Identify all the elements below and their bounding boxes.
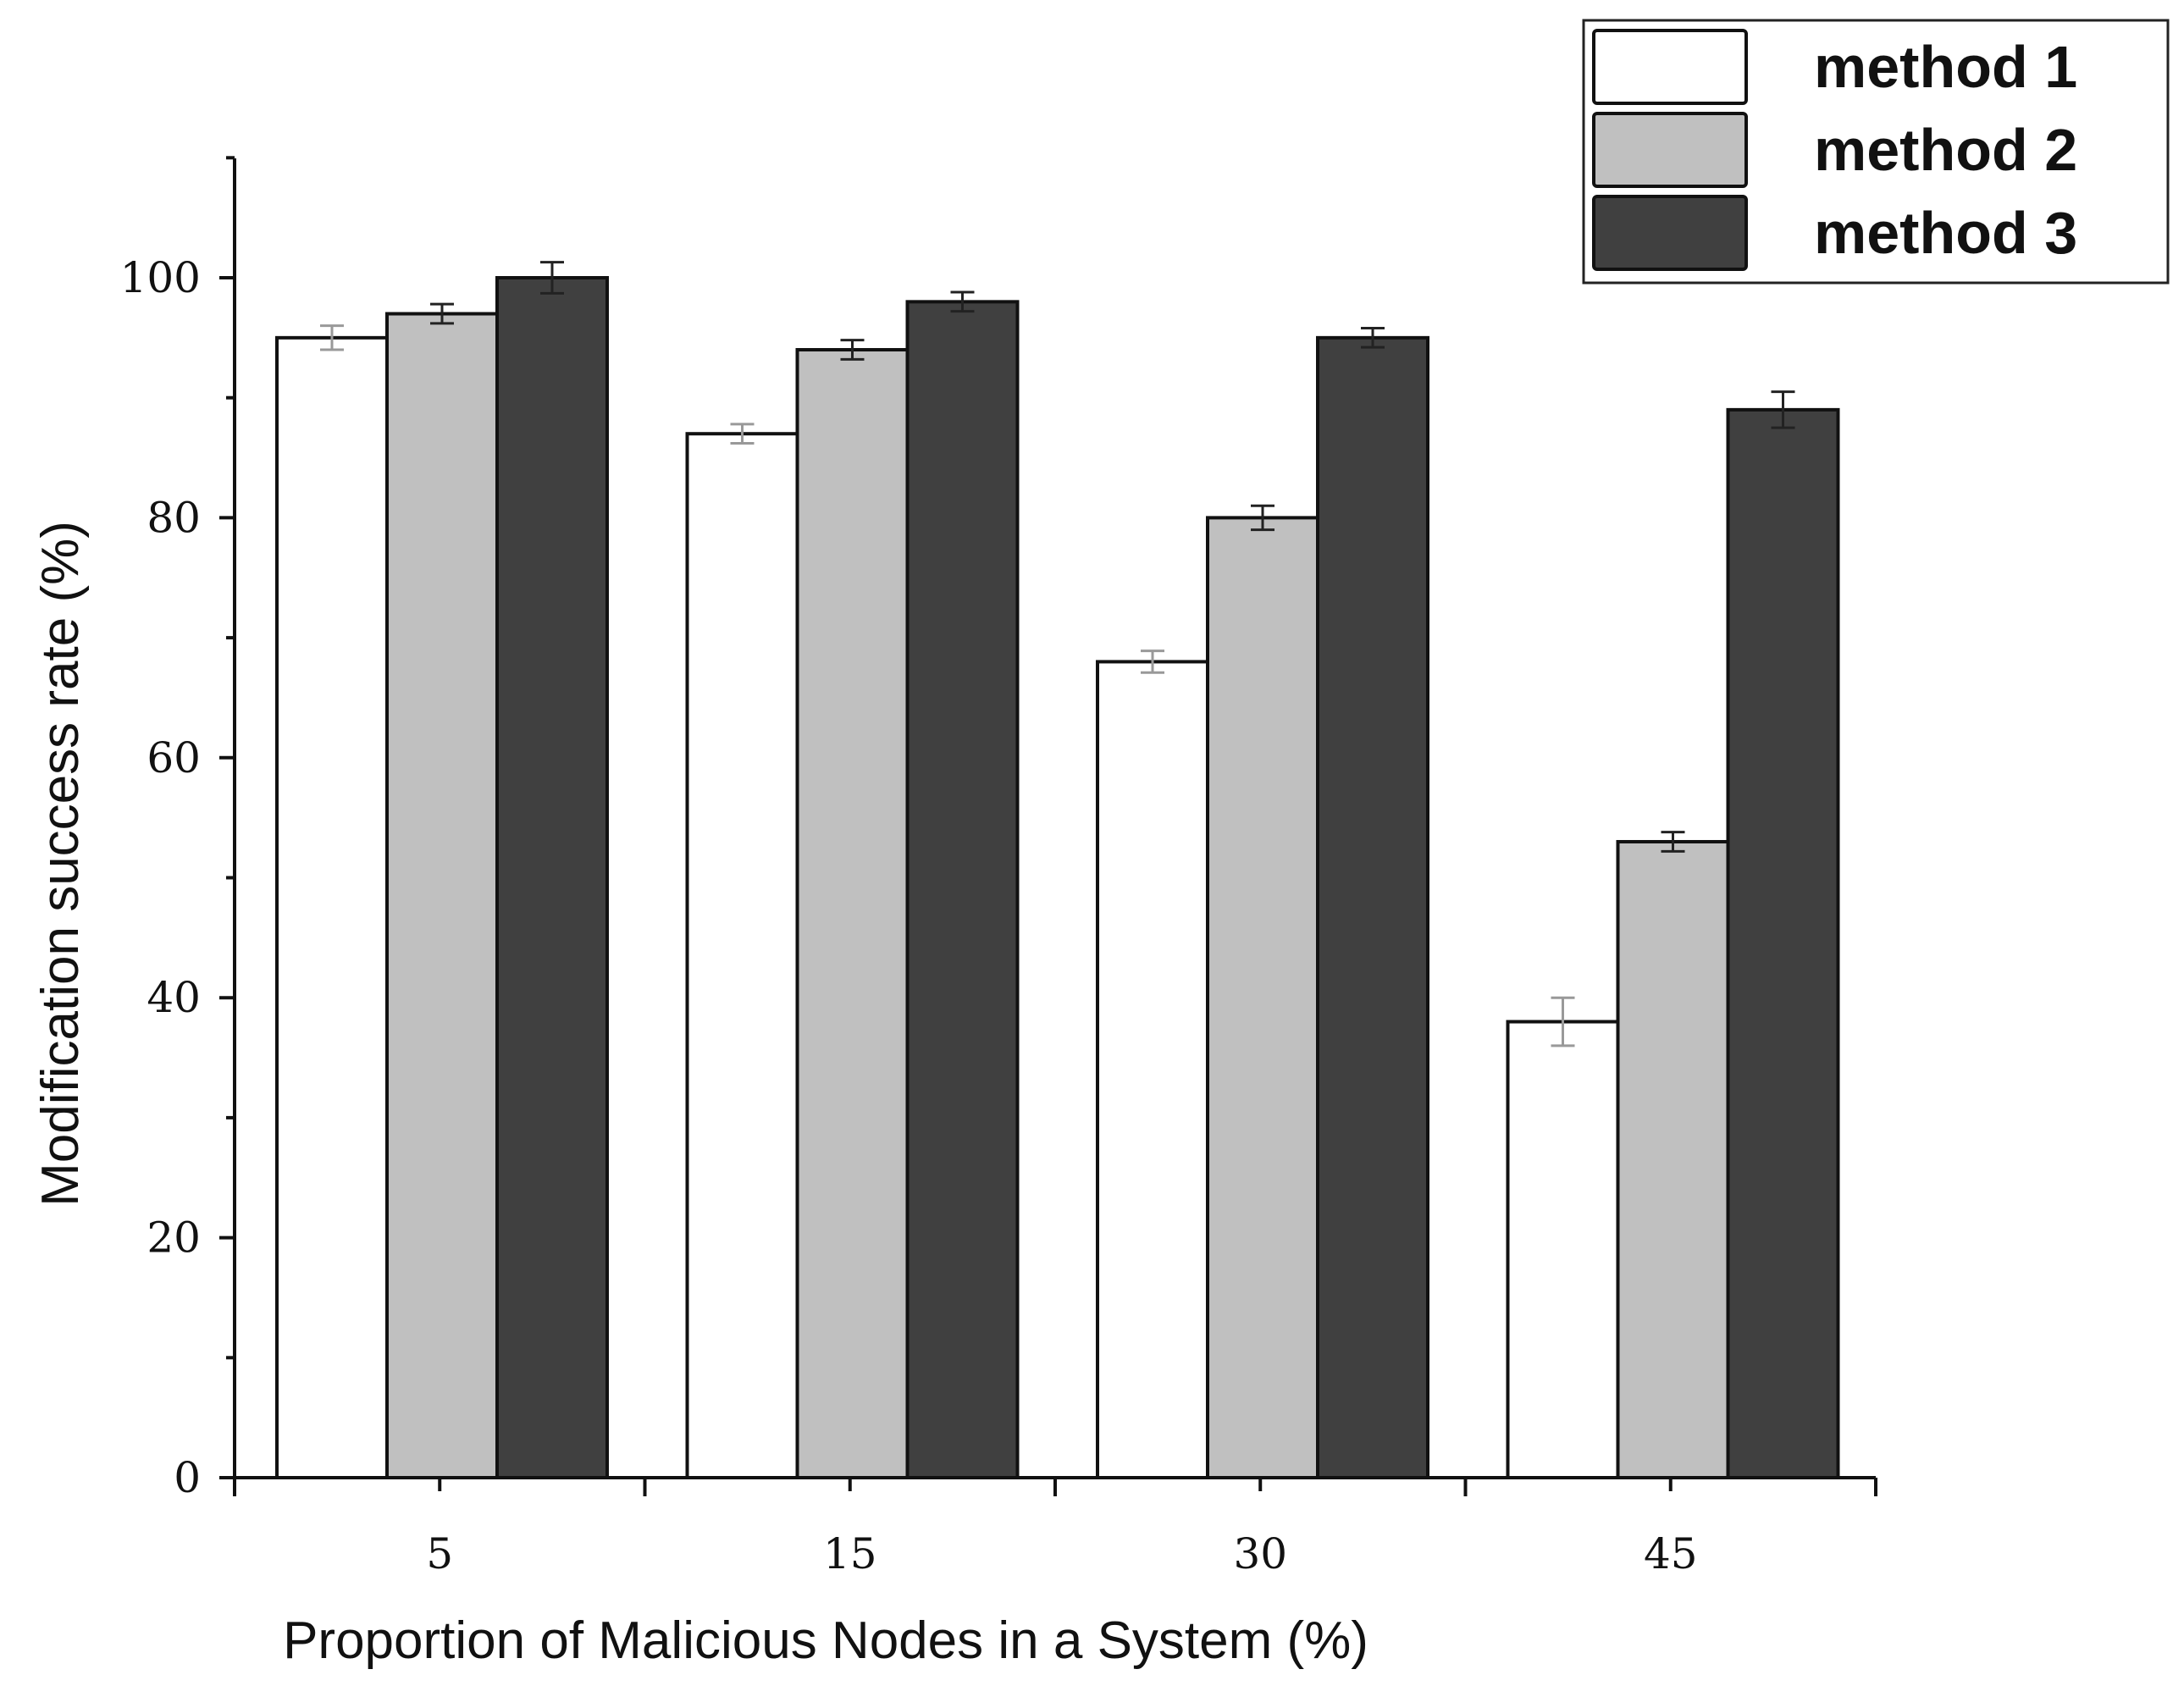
x-tick-label: 30 — [1233, 1529, 1287, 1578]
bar-method-2-30 — [1206, 516, 1319, 1479]
bar-method-3-15 — [905, 300, 1020, 1480]
bars-layer — [275, 261, 1840, 1480]
x-tick-label: 5 — [426, 1529, 453, 1578]
bar-method-3-45 — [1726, 407, 1840, 1479]
y-tick-label: 60 — [147, 733, 201, 782]
legend-label: method 2 — [1814, 117, 2077, 183]
legend-swatch-method-2 — [1592, 112, 1748, 188]
legend-swatch-method-3 — [1592, 195, 1748, 271]
bar-method-3-30 — [1316, 335, 1429, 1480]
bar-method-1-15 — [685, 432, 799, 1480]
bar-method-2-15 — [795, 348, 910, 1479]
x-tick-label: 45 — [1644, 1529, 1698, 1578]
bar-method-1-30 — [1096, 660, 1209, 1479]
legend-label: method 3 — [1814, 200, 2077, 266]
x-tick-label: 15 — [823, 1529, 877, 1578]
legend-label: method 1 — [1814, 34, 2077, 100]
y-tick-label: 40 — [147, 973, 201, 1022]
y-tick-label: 80 — [147, 493, 201, 542]
bar-method-1-5 — [275, 335, 389, 1480]
y-tick-label: 20 — [147, 1213, 201, 1263]
legend: method 1 method 2 method 3 — [1582, 19, 2170, 285]
y-axis-title: Modification success rate (%) — [31, 521, 90, 1207]
bar-method-1-45 — [1506, 1020, 1620, 1480]
legend-swatch-method-1 — [1592, 29, 1748, 105]
bar-method-2-45 — [1616, 839, 1730, 1479]
x-axis-title: Proportion of Malicious Nodes in a Syste… — [283, 1611, 1368, 1670]
y-tick-label: 100 — [120, 253, 201, 302]
y-tick-label: 0 — [174, 1453, 201, 1502]
axes-layer: 0 20 40 60 80 100 5 15 30 45 — [120, 156, 1877, 1578]
bar-method-2-5 — [385, 312, 499, 1479]
bar-method-3-5 — [495, 276, 609, 1479]
